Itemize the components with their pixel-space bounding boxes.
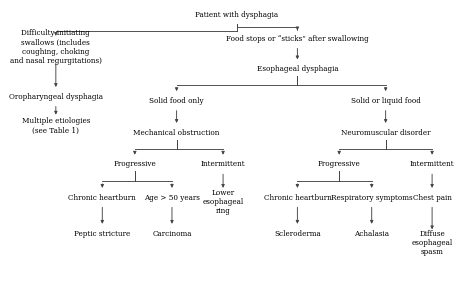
Text: Difficulty initiating
swallows (includes
coughing, choking
and nasal regurgitati: Difficulty initiating swallows (includes…	[10, 29, 102, 65]
Text: Patient with dysphagia: Patient with dysphagia	[195, 11, 279, 19]
Text: Carcinoma: Carcinoma	[152, 230, 191, 237]
Text: Mechanical obstruction: Mechanical obstruction	[133, 129, 220, 137]
Text: Respiratory symptoms: Respiratory symptoms	[331, 194, 412, 202]
Text: Chronic heartburn: Chronic heartburn	[264, 194, 331, 202]
Text: Solid food only: Solid food only	[149, 97, 204, 105]
Text: Intermittent: Intermittent	[410, 160, 455, 168]
Text: Food stops or “sticks” after swallowing: Food stops or “sticks” after swallowing	[226, 35, 369, 43]
Text: Lower
esophageal
ring: Lower esophageal ring	[202, 189, 244, 215]
Text: Esophageal dysphagia: Esophageal dysphagia	[256, 65, 338, 73]
Text: Peptic stricture: Peptic stricture	[74, 230, 130, 237]
Text: Chest pain: Chest pain	[413, 194, 452, 202]
Text: Age > 50 years: Age > 50 years	[144, 194, 200, 202]
Text: Achalasia: Achalasia	[354, 230, 389, 237]
Text: Progressive: Progressive	[113, 160, 156, 168]
Text: Intermittent: Intermittent	[201, 160, 246, 168]
Text: Progressive: Progressive	[318, 160, 361, 168]
Text: Solid or liquid food: Solid or liquid food	[351, 97, 420, 105]
Text: Neuromuscular disorder: Neuromuscular disorder	[341, 129, 430, 137]
Text: Chronic heartburn: Chronic heartburn	[68, 194, 136, 202]
Text: Multiple etiologies
(see Table 1): Multiple etiologies (see Table 1)	[22, 117, 90, 135]
Text: Diffuse
esophageal
spasm: Diffuse esophageal spasm	[411, 230, 453, 256]
Text: Oropharyngeal dysphagia: Oropharyngeal dysphagia	[9, 93, 103, 101]
Text: Scleroderma: Scleroderma	[274, 230, 321, 237]
